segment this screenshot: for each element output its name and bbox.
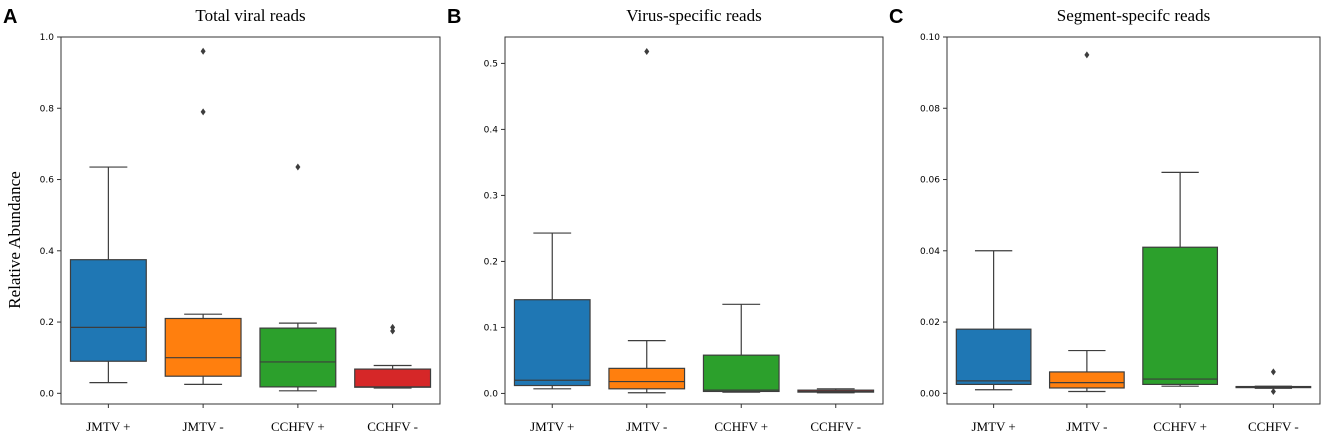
y-tick-label: 0.06 bbox=[920, 176, 940, 186]
box-jmtv-neg bbox=[608, 48, 686, 394]
y-tick-label: 0.5 bbox=[484, 59, 498, 69]
y-tick-label: 1.0 bbox=[40, 33, 55, 43]
panel-letter: C bbox=[889, 6, 903, 28]
x-tick-label: CCHFV + bbox=[271, 419, 325, 434]
outlier-point bbox=[200, 108, 206, 116]
outlier-point bbox=[1270, 388, 1276, 396]
plot-frame bbox=[504, 36, 884, 405]
box-cchfv-pos bbox=[1142, 171, 1219, 387]
y-tick-label: 0.08 bbox=[920, 104, 940, 114]
panel-b: B Virus-specific reads 0.0 0.1 0.2 0.3 0.4 0.5 J… bbox=[447, 6, 884, 434]
box-iqr bbox=[69, 259, 147, 362]
outlier-point bbox=[200, 47, 206, 55]
box-iqr bbox=[259, 327, 337, 388]
y-tick-label: 0.00 bbox=[920, 389, 940, 399]
y-axis-label: Relative Abundance bbox=[5, 171, 24, 308]
box-iqr bbox=[608, 367, 686, 390]
outlier-point bbox=[390, 323, 396, 331]
outlier-point bbox=[644, 48, 650, 56]
y-tick-label: 0.0 bbox=[484, 389, 499, 399]
y-tick-label: 0.04 bbox=[920, 247, 940, 257]
box-cchfv-neg bbox=[1235, 368, 1312, 396]
box-jmtv-pos bbox=[955, 250, 1032, 391]
y-tick-label: 0.10 bbox=[920, 33, 940, 43]
x-tick-label: CCHFV - bbox=[367, 419, 418, 434]
outlier-point bbox=[390, 327, 396, 335]
box-jmtv-neg bbox=[1048, 51, 1125, 393]
x-tick-label: JMTV + bbox=[971, 419, 1015, 434]
y-tick-label: 0.2 bbox=[484, 257, 498, 267]
x-tick-label: JMTV - bbox=[1066, 419, 1107, 434]
x-tick-label: CCHFV - bbox=[810, 419, 861, 434]
box-iqr bbox=[513, 299, 591, 387]
y-tick-label: 0.2 bbox=[40, 318, 54, 328]
box-cchfv-neg bbox=[797, 388, 875, 394]
box-iqr bbox=[702, 354, 780, 393]
y-tick-label: 0.02 bbox=[920, 318, 940, 328]
outlier-point bbox=[1270, 368, 1276, 376]
box-jmtv-pos bbox=[513, 232, 591, 390]
y-tick-label: 0.4 bbox=[40, 247, 55, 257]
y-tick-label: 0.3 bbox=[484, 191, 498, 201]
box-iqr bbox=[955, 328, 1032, 386]
panel-c: C Segment-specifc reads 0.00 0.02 0.04 0.06 0.… bbox=[889, 6, 1321, 434]
box-iqr bbox=[1142, 246, 1219, 386]
panel-letter: B bbox=[447, 6, 461, 28]
plot-frame bbox=[946, 36, 1321, 405]
box-iqr bbox=[354, 368, 432, 388]
chart-title: Segment-specifc reads bbox=[1057, 6, 1210, 25]
box-jmtv-neg bbox=[164, 47, 242, 386]
box-cchfv-pos bbox=[702, 303, 780, 393]
y-tick-label: 0.4 bbox=[484, 125, 499, 135]
x-tick-label: CCHFV + bbox=[1153, 419, 1207, 434]
outlier-point bbox=[295, 163, 301, 171]
y-tick-label: 0.0 bbox=[40, 389, 55, 399]
x-tick-label: JMTV + bbox=[530, 419, 574, 434]
box-iqr bbox=[1048, 371, 1125, 389]
x-tick-label: CCHFV + bbox=[714, 419, 768, 434]
box-iqr bbox=[164, 317, 242, 377]
y-tick-label: 0.6 bbox=[40, 176, 55, 186]
chart-title: Virus-specific reads bbox=[626, 6, 761, 25]
box-cchfv-neg bbox=[354, 323, 432, 389]
x-tick-label: CCHFV - bbox=[1248, 419, 1299, 434]
plot-frame bbox=[60, 36, 441, 405]
outlier-point bbox=[1084, 51, 1090, 59]
panel-a: A Total viral reads 0.0 0.2 0.4 0.6 0.8 1.0 JMTV… bbox=[3, 6, 441, 434]
chart-title: Total viral reads bbox=[195, 6, 305, 25]
y-tick-label: 0.1 bbox=[484, 323, 498, 333]
x-tick-label: JMTV + bbox=[86, 419, 130, 434]
x-tick-label: JMTV - bbox=[626, 419, 667, 434]
panel-letter: A bbox=[3, 6, 17, 28]
box-cchfv-pos bbox=[259, 163, 337, 392]
box-jmtv-pos bbox=[69, 166, 147, 384]
x-tick-label: JMTV - bbox=[182, 419, 223, 434]
y-tick-label: 0.8 bbox=[40, 104, 55, 114]
